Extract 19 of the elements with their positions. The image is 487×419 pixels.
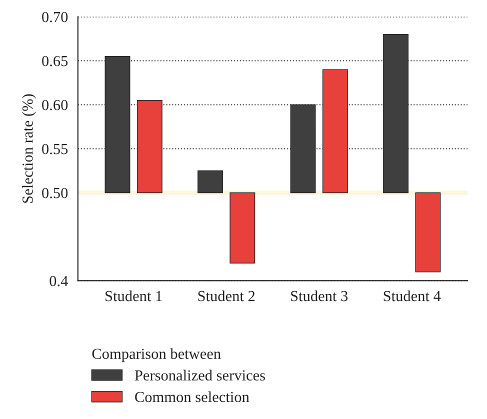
y-axis-title: Selection rate (%) xyxy=(22,94,36,203)
y-tick-label: 0.4 xyxy=(50,276,68,286)
y-tick-label: 0.50 xyxy=(42,188,68,198)
y-tick-label: 0.60 xyxy=(42,100,68,110)
y-tick-label: 0.55 xyxy=(42,144,68,154)
bar xyxy=(230,192,256,264)
bar xyxy=(136,100,162,194)
legend-label: Common selection xyxy=(135,391,250,402)
x-tick-label: Student 4 xyxy=(384,290,441,302)
legend-label: Personalized services xyxy=(134,370,265,381)
y-tick-label: 0.65 xyxy=(42,56,68,66)
y-tick-label: 0.70 xyxy=(42,12,68,22)
x-tick-label: Student 3 xyxy=(291,290,348,302)
x-tick-label: Student 1 xyxy=(106,290,162,302)
bar xyxy=(322,69,348,194)
bar xyxy=(198,170,223,194)
bar xyxy=(415,192,441,272)
x-tick-label: Student 2 xyxy=(198,290,255,302)
legend-title: Comparison between xyxy=(92,348,221,362)
